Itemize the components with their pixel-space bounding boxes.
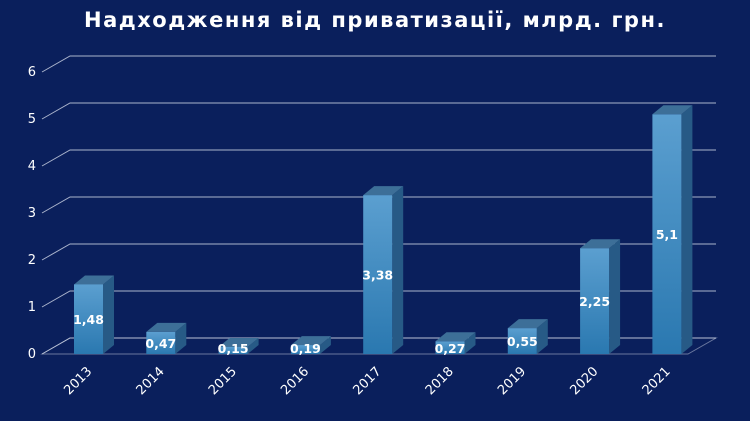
- bar: 5,1: [652, 105, 693, 354]
- bar-front: [74, 284, 103, 354]
- bar-side: [175, 322, 187, 354]
- bar-front: [507, 328, 537, 354]
- bars: 1,48 0,47 0,15 0,19 3,38 0,27 0,55 2,25 5,1: [73, 105, 693, 356]
- x-axis: 2013 2014 2015 2016 2017 2018 2019 2020 2021: [61, 364, 673, 398]
- bar: 0,19: [290, 336, 331, 356]
- bar-side: [464, 332, 476, 354]
- bar-front: [146, 331, 176, 354]
- gridline: [41, 290, 716, 308]
- bar-front: [580, 248, 610, 354]
- gridline: [41, 243, 716, 261]
- grid: [40, 55, 718, 355]
- bar: 2,25: [579, 239, 621, 354]
- y-axis: 0 1 2 3 4 5 6: [28, 65, 36, 362]
- y-tick-label: 3: [28, 206, 36, 221]
- bar-side: [247, 337, 259, 354]
- bar-front: [290, 345, 320, 354]
- y-tick-label: 4: [28, 159, 36, 174]
- chart-title: Надходження від приватизації, млрд. грн.: [84, 8, 666, 32]
- bar-top: [218, 337, 259, 347]
- y-tick-label: 6: [28, 65, 36, 80]
- value-label: 0,15: [218, 341, 249, 356]
- bar-top: [435, 332, 476, 342]
- bar-front: [652, 114, 682, 354]
- bar: 0,27: [435, 332, 476, 356]
- bar-side: [392, 186, 404, 354]
- bar-top: [74, 275, 114, 285]
- bar-side: [609, 239, 621, 354]
- bar-top: [652, 105, 693, 115]
- bar: 3,38: [362, 186, 404, 354]
- y-tick-label: 0: [28, 347, 36, 362]
- value-label: 0,19: [290, 341, 321, 356]
- x-tick-label: 2016: [278, 364, 312, 398]
- x-tick-label: 2018: [423, 364, 457, 398]
- y-tick-label: 5: [28, 112, 36, 127]
- value-label: 1,48: [73, 312, 104, 327]
- value-label: 3,38: [362, 268, 393, 283]
- bar-side: [681, 105, 693, 354]
- bar: 0,47: [145, 322, 187, 354]
- gridline: [41, 196, 716, 214]
- bar-front: [363, 195, 393, 354]
- x-tick-label: 2017: [351, 364, 385, 398]
- x-tick-label: 2020: [567, 364, 601, 398]
- value-label: 0,47: [145, 336, 176, 351]
- chart-floor: [40, 337, 718, 355]
- bar-side: [103, 275, 114, 354]
- gridline: [41, 102, 716, 120]
- x-tick-label: 2019: [495, 364, 529, 398]
- bar-top: [507, 319, 548, 329]
- x-tick-label: 2013: [61, 364, 95, 398]
- bar-side: [319, 336, 331, 354]
- y-tick-label: 1: [28, 300, 36, 315]
- bar-top: [146, 322, 187, 332]
- gridline: [41, 55, 716, 73]
- x-tick-label: 2021: [640, 364, 674, 398]
- bar: 0,55: [507, 319, 548, 354]
- bar-front: [218, 346, 248, 354]
- bar-top: [363, 186, 404, 196]
- bar: 1,48: [73, 275, 114, 354]
- bar-side: [536, 319, 548, 354]
- bar: 0,15: [218, 337, 259, 356]
- bar-top: [580, 239, 621, 249]
- x-tick-label: 2014: [134, 364, 168, 398]
- bar-front: [435, 341, 465, 354]
- x-tick-label: 2015: [206, 364, 240, 398]
- gridline: [41, 149, 716, 167]
- value-label: 5,1: [656, 227, 678, 242]
- value-label: 0,27: [435, 341, 466, 356]
- value-label: 2,25: [579, 294, 610, 309]
- value-label: 0,55: [507, 334, 538, 349]
- y-tick-label: 2: [28, 253, 36, 268]
- bar-top: [290, 336, 331, 346]
